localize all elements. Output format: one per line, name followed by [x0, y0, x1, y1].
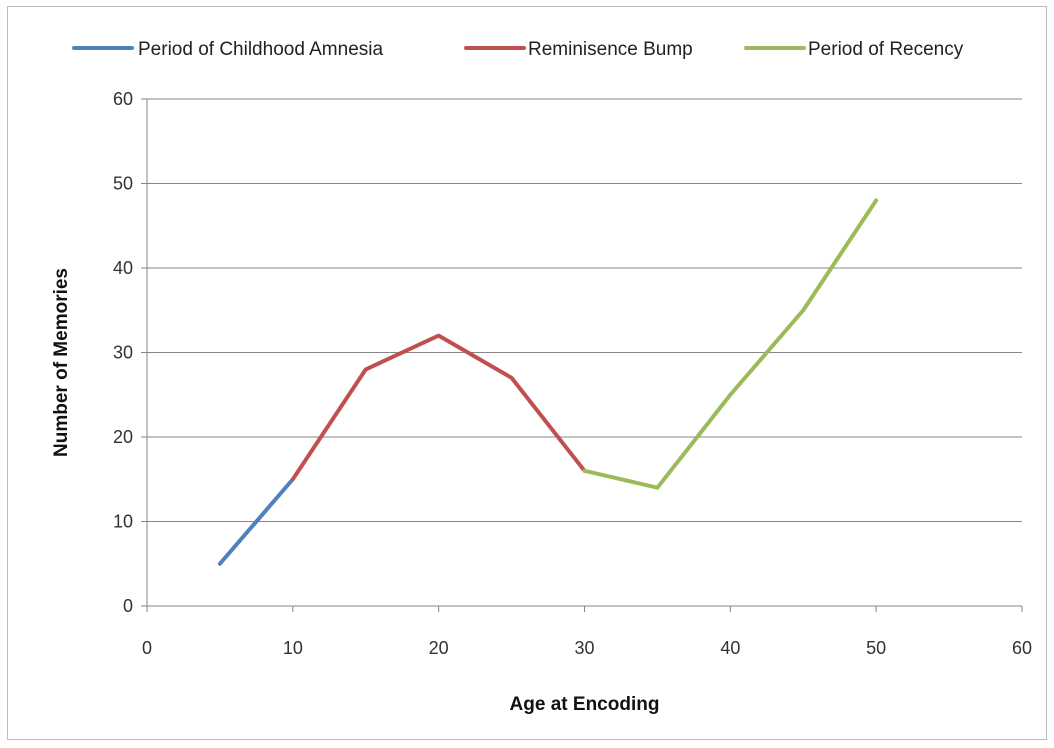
x-tick-label-20: 20: [429, 638, 449, 658]
series-line-2: [290, 333, 587, 482]
chart-frame: 0 10 20 30 40 50 60 0 10 20 30 40 50 60 Period of Chi…: [7, 6, 1047, 740]
legend-label-1: Period of Childhood Amnesia: [138, 39, 383, 60]
y-tick-label-60: 60: [113, 89, 133, 109]
x-tick-label-30: 30: [574, 638, 594, 658]
series-lines: [217, 198, 879, 566]
y-tick-label-20: 20: [113, 427, 133, 447]
x-tick-label-50: 50: [866, 638, 886, 658]
y-tick-label-40: 40: [113, 258, 133, 278]
y-tick-label-50: 50: [113, 174, 133, 194]
axes: [141, 98, 1023, 612]
line-chart: 0 10 20 30 40 50 60 0 10 20 30 40 50 60 Period of Chi…: [51, 39, 1032, 715]
x-tick-label-60: 60: [1012, 638, 1032, 658]
x-axis-title: Age at Encoding: [510, 694, 660, 715]
legend-label-2: Reminisence Bump: [528, 39, 693, 60]
series-line-3: [582, 198, 879, 490]
x-tick-label-10: 10: [283, 638, 303, 658]
x-tick-label-40: 40: [720, 638, 740, 658]
legend: Period of Childhood Amnesia Reminisence B…: [72, 39, 964, 60]
x-tick-label-0: 0: [142, 638, 152, 658]
y-tick-label-10: 10: [113, 512, 133, 532]
y-axis-title: Number of Memories: [51, 268, 72, 457]
legend-label-3: Period of Recency: [808, 39, 964, 60]
y-tick-label-30: 30: [113, 343, 133, 363]
gridlines: [147, 98, 1022, 522]
y-tick-label-0: 0: [123, 596, 133, 616]
series-line-1: [217, 477, 295, 566]
tick-labels: 0 10 20 30 40 50 60 0 10 20 30 40 50 60: [113, 89, 1032, 658]
